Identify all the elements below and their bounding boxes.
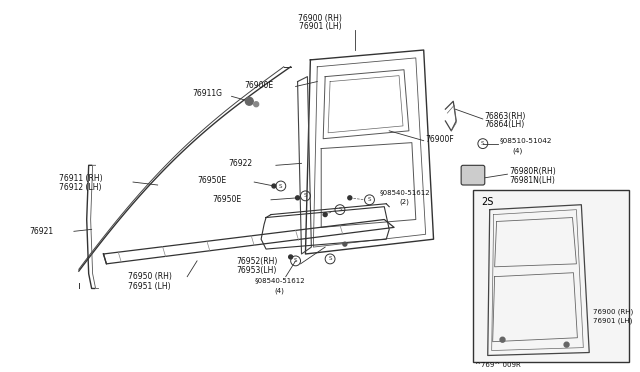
Text: 76921: 76921: [29, 227, 54, 236]
Text: 76911 (RH): 76911 (RH): [59, 174, 103, 183]
Circle shape: [289, 255, 292, 259]
Text: S: S: [338, 207, 342, 212]
Circle shape: [323, 213, 327, 217]
Text: 76900E: 76900E: [244, 81, 273, 90]
Text: 76863(RH): 76863(RH): [484, 112, 526, 121]
Circle shape: [500, 337, 505, 342]
Text: 2S: 2S: [481, 197, 493, 207]
Text: §08540-51612: §08540-51612: [380, 189, 430, 195]
Text: 76953(LH): 76953(LH): [236, 266, 277, 275]
Circle shape: [253, 102, 259, 107]
Text: S: S: [368, 197, 371, 202]
Circle shape: [564, 342, 569, 347]
Text: 76900 (RH): 76900 (RH): [593, 309, 634, 315]
Text: 76950E: 76950E: [197, 176, 226, 185]
Text: S: S: [279, 183, 283, 189]
Text: 76951 (LH): 76951 (LH): [128, 282, 171, 291]
Circle shape: [272, 184, 276, 188]
Text: ^769^ 009R: ^769^ 009R: [475, 362, 521, 368]
Text: S: S: [304, 193, 307, 198]
Text: 76950E: 76950E: [212, 195, 241, 204]
Text: 76912 (LH): 76912 (LH): [59, 183, 102, 192]
FancyBboxPatch shape: [461, 165, 484, 185]
Circle shape: [245, 97, 253, 105]
Circle shape: [343, 242, 347, 246]
Text: 76922: 76922: [228, 159, 253, 168]
Text: §08510-51042: §08510-51042: [500, 138, 552, 144]
Text: §08540-51612: §08540-51612: [254, 278, 305, 283]
Text: 76980R(RH): 76980R(RH): [509, 167, 556, 176]
Text: (2): (2): [399, 199, 409, 205]
Text: 76952(RH): 76952(RH): [236, 257, 278, 266]
Text: S: S: [294, 259, 298, 263]
Text: 76864(LH): 76864(LH): [484, 121, 525, 129]
Circle shape: [296, 196, 300, 200]
Text: 76911G: 76911G: [192, 89, 222, 98]
Text: 76901 (LH): 76901 (LH): [593, 318, 632, 324]
Text: 76981N(LH): 76981N(LH): [509, 176, 556, 185]
Text: 76901 (LH): 76901 (LH): [299, 22, 342, 31]
Text: S: S: [481, 141, 484, 146]
Circle shape: [348, 196, 352, 200]
Text: 76900F: 76900F: [426, 135, 454, 144]
Bar: [473, 190, 628, 362]
Text: (4): (4): [513, 147, 523, 154]
Text: 76900 (RH): 76900 (RH): [298, 14, 342, 23]
Text: S: S: [328, 256, 332, 262]
Text: (4): (4): [274, 287, 284, 294]
Text: 76950 (RH): 76950 (RH): [128, 272, 172, 281]
